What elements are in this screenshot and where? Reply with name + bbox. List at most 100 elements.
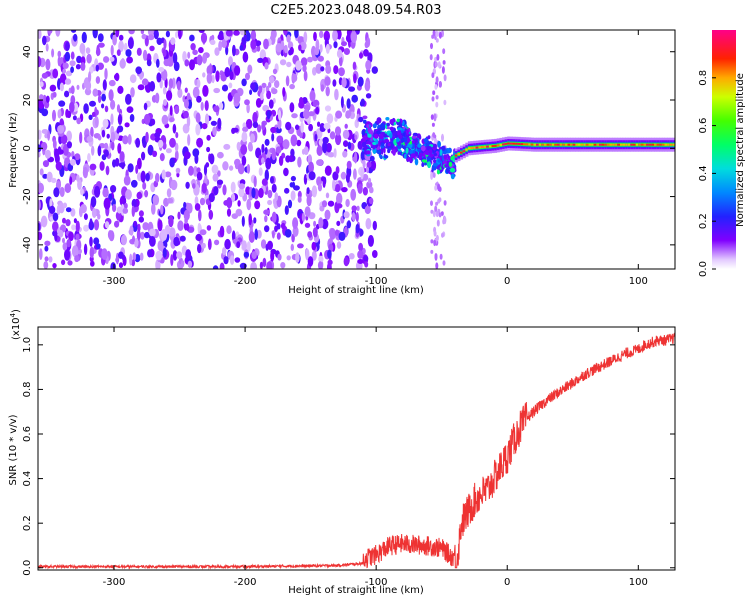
spectrogram-noise-cell <box>158 67 165 72</box>
spectrogram-carrier-segment <box>499 143 503 146</box>
spectrogram-noise-cell <box>132 235 135 243</box>
spectrogram-noise-cell <box>108 79 116 87</box>
spectrogram-noise-cell <box>311 250 317 261</box>
spectrogram-noise-cell <box>155 172 160 183</box>
spectrogram-noise-cell <box>236 141 241 151</box>
spectrogram-noise-cell <box>336 220 341 227</box>
spectrogram-noise-cell <box>40 215 48 228</box>
spectrogram-carrier-segment <box>551 143 555 146</box>
spectrogram-noise-cell <box>131 179 138 188</box>
spectrogram-noise-cell <box>122 207 129 214</box>
spectrogram-noise-cell <box>69 60 76 67</box>
spectrogram-noise-cell <box>44 240 51 246</box>
spectrogram-noise-cell <box>52 139 57 150</box>
spectrogram-carrier-segment <box>654 143 658 146</box>
spectrogram-scatter-cell <box>423 137 428 144</box>
spectrogram-noise-cell <box>290 148 295 157</box>
spectrogram-noise-cell <box>73 218 77 224</box>
spectrogram-noise-cell <box>282 139 290 150</box>
spectrogram-noise-cell <box>295 124 300 131</box>
spectrogram-carrier-segment <box>667 143 671 146</box>
spectrogram-noise-cell <box>225 30 233 37</box>
spectrogram-noise-cell <box>84 190 89 200</box>
spectrogram-noise-cell <box>262 104 270 112</box>
spectrogram-noise-cell <box>139 252 144 261</box>
colorbar-gradient <box>712 30 736 269</box>
spectrogram-noise-cell <box>109 56 115 62</box>
spectrogram-noise-cell <box>79 131 83 144</box>
spectrogram-noise-cell <box>267 199 273 206</box>
spectrogram-noise-cell <box>290 134 298 147</box>
spectrogram-noise-cell <box>334 229 340 236</box>
spectrogram-noise-cell <box>254 200 261 210</box>
spectrogram-noise-cell <box>163 99 167 106</box>
snr-frame <box>37 326 676 571</box>
spectrogram-noise-cell <box>245 72 250 81</box>
spectrogram-y-tick-label: -20 <box>22 188 33 204</box>
spectrogram-scatter-cell <box>380 148 384 155</box>
spectrogram-carrier-segment <box>460 151 464 154</box>
spectrogram-noise-cell <box>192 148 200 158</box>
spectrogram-carrier-segment <box>504 142 508 145</box>
spectrogram-noise-cell <box>82 166 88 179</box>
spectrogram-noise-cell <box>335 203 343 209</box>
spectrogram-noise-cell <box>73 33 78 42</box>
spectrogram-noise-cell <box>435 210 439 218</box>
spectrogram-noise-cell <box>160 229 168 241</box>
spectrogram-noise-cell <box>196 95 202 103</box>
spectrogram-scatter-cell <box>418 152 424 157</box>
spectrogram-scatter-cell <box>437 140 441 148</box>
spectrogram-noise-cell <box>141 78 149 86</box>
spectrogram-noise-cell <box>64 183 72 194</box>
spectrogram-carrier-segment <box>633 143 637 146</box>
spectrogram-noise-cell <box>434 57 438 62</box>
spectrogram-noise-cell <box>103 56 110 63</box>
spectrogram-y-tick-label: 20 <box>22 94 33 107</box>
spectrogram-noise-cell <box>111 141 115 151</box>
spectrogram-noise-cell <box>364 41 369 49</box>
spectrogram-noise-cell <box>125 93 132 105</box>
spectrogram-noise-cell <box>291 113 298 119</box>
spectrogram-noise-cell <box>201 242 206 249</box>
spectrogram-frame <box>37 29 676 270</box>
spectrogram-noise-cell <box>214 239 220 246</box>
spectrogram-noise-cell <box>234 65 241 76</box>
spectrogram-noise-cell <box>225 45 229 56</box>
spectrogram-noise-cell <box>55 30 61 37</box>
spectrogram-noise-cell <box>322 141 328 154</box>
spectrogram-noise-cell <box>104 105 109 113</box>
spectrogram-noise-cell <box>45 43 49 52</box>
spectrogram-noise-cell <box>141 33 147 40</box>
spectrogram-scatter-cell <box>411 140 415 144</box>
spectrogram-noise-cell <box>309 90 316 102</box>
spectrogram-noise-cell <box>38 129 42 140</box>
spectrogram-noise-cell <box>435 38 439 43</box>
spectrogram-noise-cell <box>261 122 266 131</box>
spectrogram-noise-cell <box>138 216 144 223</box>
spectrogram-noise-cell <box>341 41 347 47</box>
spectrogram-carrier-segment <box>640 143 644 146</box>
spectrogram-noise-cell <box>430 249 434 254</box>
spectrogram-carrier-segment <box>580 143 584 146</box>
spectrogram-noise-cell <box>144 190 149 198</box>
spectrogram-noise-cell <box>247 64 253 74</box>
spectrogram-noise-cell <box>195 123 201 136</box>
spectrogram-noise-cell <box>316 176 323 187</box>
spectrogram-scatter-cell <box>417 143 422 148</box>
spectrogram-noise-cell <box>134 237 139 248</box>
spectrogram-carrier-segment <box>606 143 610 146</box>
spectrogram-noise-cell <box>250 39 257 50</box>
spectrogram-noise-cell <box>59 186 65 198</box>
spectrogram-carrier-segment <box>465 148 469 151</box>
spectrogram-noise-cell <box>335 183 341 193</box>
spectrogram-noise-cell <box>38 151 41 158</box>
spectrogram-noise-cell <box>351 94 359 103</box>
spectrogram-noise-cell <box>443 74 447 82</box>
spectrogram-noise-cell <box>129 114 135 122</box>
spectrogram-noise-cell <box>64 78 72 85</box>
spectrogram-noise-cell <box>249 89 253 95</box>
spectrogram-noise-cell <box>97 33 104 42</box>
spectrogram-noise-cell <box>195 233 202 242</box>
spectrogram-carrier-segment <box>478 146 482 149</box>
spectrogram-noise-cell <box>169 105 173 116</box>
